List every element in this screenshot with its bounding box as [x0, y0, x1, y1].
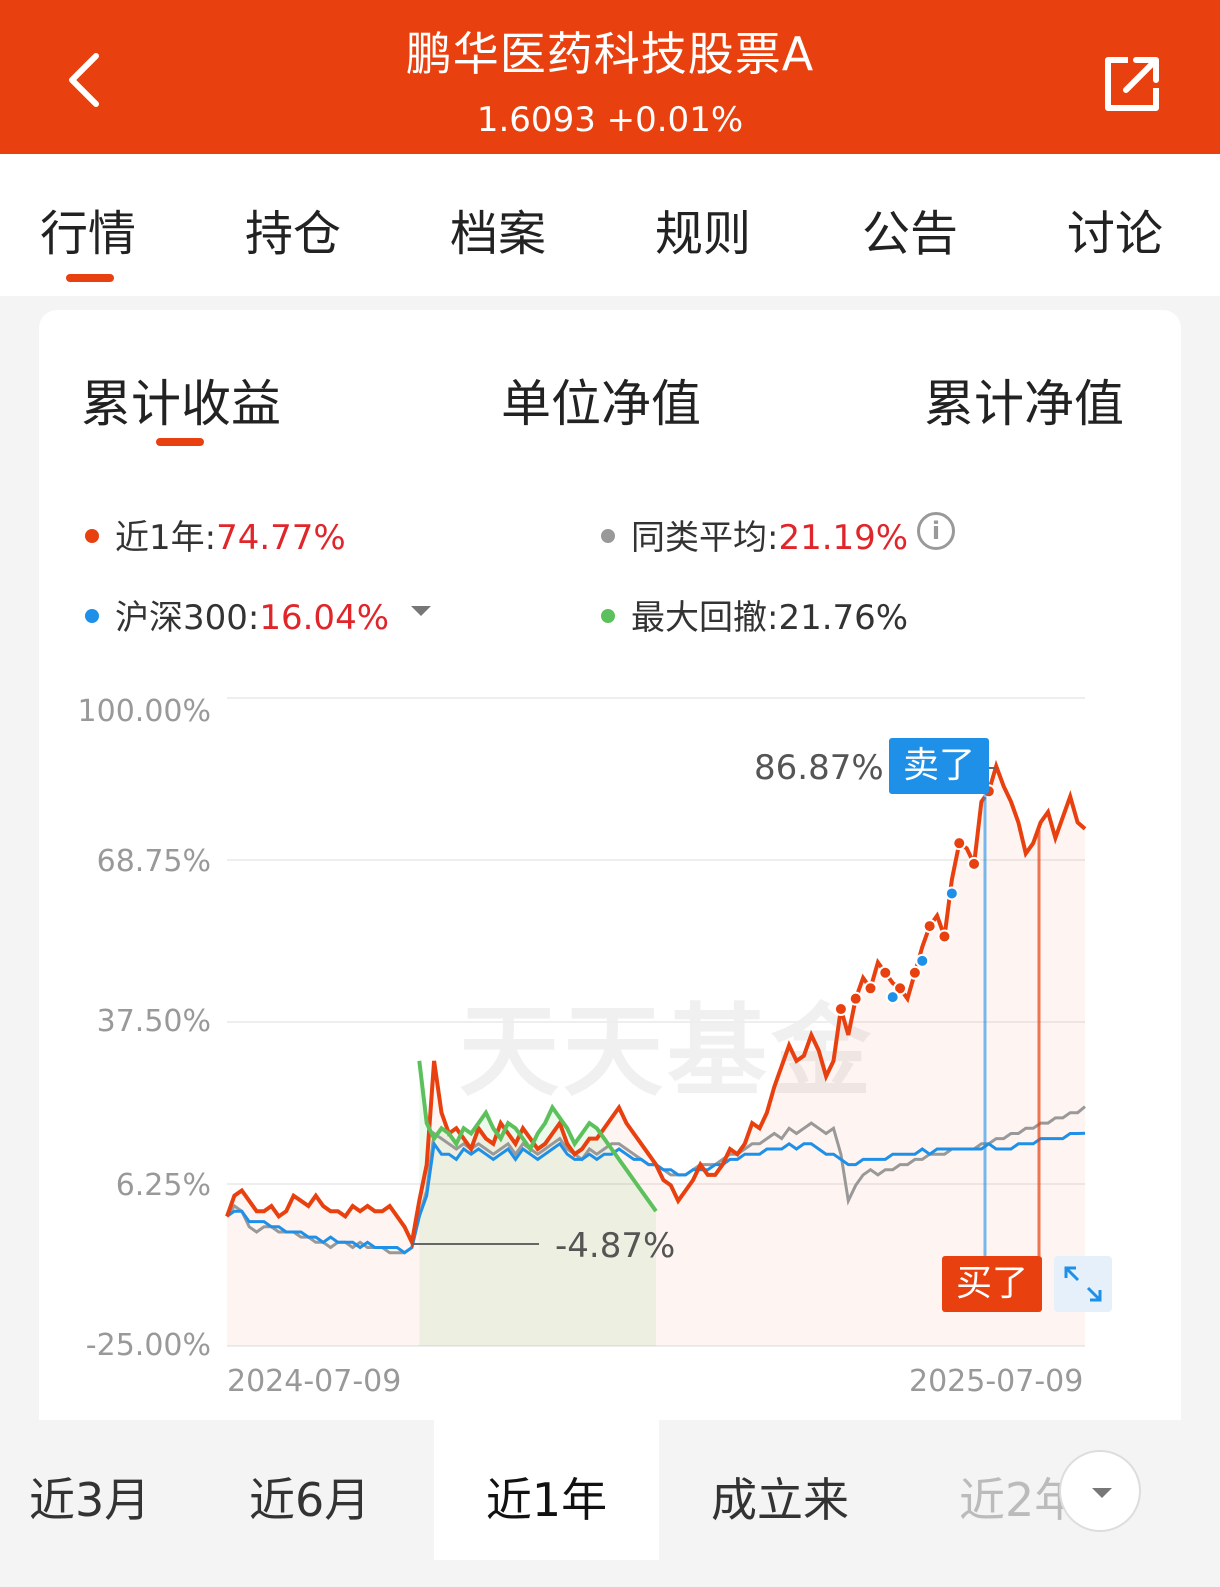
trade-point — [907, 965, 922, 980]
legend-peer-label: 同类平均: — [631, 518, 779, 558]
trade-point — [863, 981, 878, 996]
legend-fund-value: 74.77% — [216, 518, 346, 558]
chart-card: 累计收益 单位净值 累计净值 近1年:74.77% 同类平均:21.19% i … — [39, 310, 1181, 1587]
trade-point — [937, 929, 952, 944]
y-tick-label: 100.00% — [77, 694, 211, 729]
period-1y[interactable]: 近1年 — [434, 1420, 659, 1560]
y-tick-label: -25.00% — [85, 1328, 211, 1363]
trade-point — [878, 965, 893, 980]
sell-tag[interactable]: 卖了 — [889, 738, 989, 794]
trade-point — [833, 1002, 848, 1017]
legend-fund-dot — [85, 528, 99, 543]
period-selector: 近3月 近6月 近1年 成立来 近2年 — [29, 1420, 1181, 1587]
tab-discussion[interactable]: 讨论 — [1067, 206, 1164, 262]
return-chart[interactable] — [39, 310, 1181, 1410]
legend-drawdown-dot — [601, 608, 615, 623]
expand-icon[interactable] — [1054, 1256, 1112, 1312]
legend-index-value: 16.04% — [259, 598, 390, 638]
min-value-label: -4.87% — [555, 1226, 676, 1266]
fund-title: 鹏华医药科技股票A — [405, 27, 815, 81]
buy-tag[interactable]: 买了 — [942, 1256, 1042, 1312]
legend-index-label: 沪深300: — [115, 598, 260, 638]
subtab-cumulative-nav[interactable]: 累计净值 — [924, 375, 1124, 433]
trade-point — [922, 919, 937, 934]
fund-nav-change: 1.6093 +0.01% — [476, 100, 744, 140]
tab-market[interactable]: 行情 — [40, 206, 137, 262]
legend-peer-dot — [601, 528, 615, 543]
legend-peer: 同类平均:21.19% — [601, 510, 908, 559]
back-arrow-icon[interactable] — [58, 50, 118, 110]
legend-drawdown-value: 21.76% — [778, 598, 909, 638]
trade-point — [885, 990, 900, 1005]
legend-index: 沪深300:16.04% — [85, 590, 389, 639]
period-6m[interactable]: 近6月 — [249, 1473, 371, 1527]
legend-drawdown-label: 最大回撤: — [631, 598, 779, 638]
x-tick-label: 2024-07-09 — [227, 1364, 402, 1399]
trade-point — [944, 886, 959, 901]
fund-area-fill — [227, 766, 1085, 1346]
period-since-inception[interactable]: 成立来 — [711, 1473, 849, 1527]
max-value-label: 86.87% — [754, 748, 884, 788]
y-tick-label: 6.25% — [115, 1168, 211, 1203]
y-tick-label: 37.50% — [96, 1004, 211, 1039]
trade-point — [893, 981, 908, 996]
trade-point — [952, 836, 967, 851]
share-icon[interactable] — [1100, 52, 1164, 116]
legend-drawdown: 最大回撤:21.76% — [601, 590, 908, 639]
info-icon[interactable]: i — [917, 512, 955, 550]
legend-index-dot — [85, 608, 99, 623]
series-line-近1年 — [225, 759, 1087, 1249]
trade-point — [848, 991, 863, 1006]
active-subtab-indicator — [156, 438, 204, 446]
x-tick-label: 2025-07-09 — [909, 1364, 1084, 1399]
more-periods-button[interactable] — [1059, 1450, 1141, 1532]
legend-peer-value: 21.19% — [778, 518, 909, 558]
legend-fund-label: 近1年: — [115, 518, 217, 558]
legend-fund: 近1年:74.77% — [85, 510, 346, 559]
series-line-最大回撤 — [417, 1060, 658, 1213]
tab-rules[interactable]: 规则 — [655, 206, 752, 262]
tab-holdings[interactable]: 持仓 — [245, 206, 342, 262]
period-3m[interactable]: 近3月 — [29, 1473, 151, 1527]
tab-announcements[interactable]: 公告 — [862, 206, 959, 262]
drawdown-area-fill — [419, 1060, 656, 1346]
watermark: 天天基金 — [459, 992, 875, 1110]
tab-profile[interactable]: 档案 — [450, 206, 547, 262]
main-tabs: 行情 持仓 档案 规则 公告 讨论 — [0, 154, 1220, 296]
y-tick-label: 68.75% — [96, 844, 211, 879]
app-header: 鹏华医药科技股票A 1.6093 +0.01% — [0, 0, 1220, 154]
subtab-cumulative-return[interactable]: 累计收益 — [81, 375, 281, 433]
subtab-unit-nav[interactable]: 单位净值 — [501, 375, 701, 433]
trade-point — [915, 953, 930, 968]
active-tab-indicator — [66, 274, 114, 282]
trade-point — [967, 856, 982, 871]
index-dropdown-icon[interactable] — [411, 606, 431, 616]
